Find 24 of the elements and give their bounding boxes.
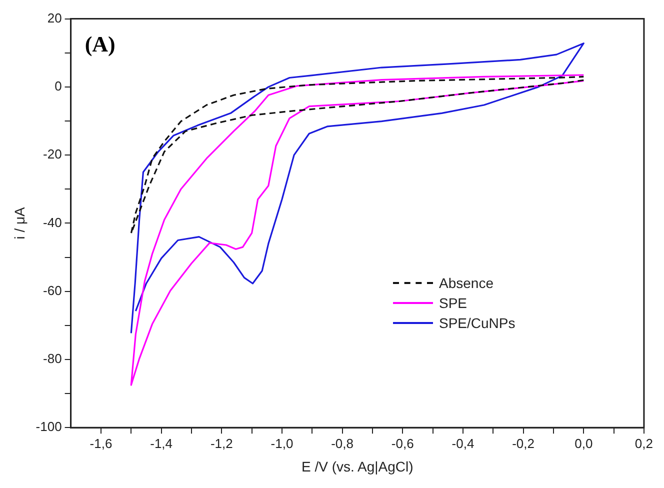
y-tick-label: 20	[47, 10, 62, 26]
x-tick-label: -0,2	[512, 436, 535, 451]
legend-label: SPE	[439, 294, 468, 313]
legend-label: SPE/CuNPs	[439, 314, 516, 333]
y-axis-title: i / μA	[11, 206, 28, 240]
x-tick-label: -0,8	[331, 436, 354, 451]
x-tick-label: 0,0	[574, 436, 593, 451]
x-tick-label: -1,2	[210, 436, 233, 451]
y-tick-label: 0	[54, 78, 62, 94]
y-tick-label: -80	[43, 351, 62, 366]
legend-label: Absence	[439, 274, 494, 293]
x-tick-label: -1,4	[150, 436, 173, 451]
x-tick-label: -1,6	[90, 436, 112, 451]
x-axis-title: E /V (vs. Ag|AgCl)	[302, 458, 414, 474]
line-series	[130, 76, 584, 234]
y-tick-label: -100	[36, 419, 62, 434]
y-tick-label: -20	[43, 146, 62, 162]
x-tick-label: -0,4	[452, 436, 474, 451]
annotation: (A)	[84, 31, 116, 56]
y-tick-label: -60	[43, 282, 62, 298]
y-tick-label: -40	[43, 214, 62, 230]
x-tick-label: -0,6	[391, 436, 414, 451]
x-tick-label: -1,0	[270, 436, 294, 451]
x-tick-label: 0,2	[634, 436, 654, 451]
